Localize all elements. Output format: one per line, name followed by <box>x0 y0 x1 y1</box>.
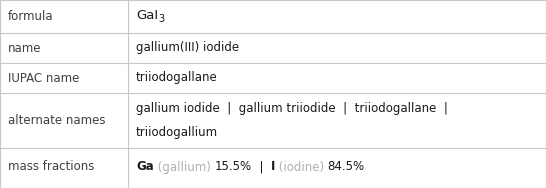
Text: 84.5%: 84.5% <box>328 161 365 174</box>
Text: (iodine): (iodine) <box>275 161 328 174</box>
Text: 15.5%: 15.5% <box>215 161 252 174</box>
Text: alternate names: alternate names <box>8 114 105 127</box>
Text: gallium(III) iodide: gallium(III) iodide <box>136 42 239 55</box>
Text: 3: 3 <box>158 14 164 24</box>
Text: mass fractions: mass fractions <box>8 161 94 174</box>
Text: triiodogallane: triiodogallane <box>136 71 218 84</box>
Text: GaI: GaI <box>136 9 158 22</box>
Text: gallium iodide  |  gallium triiodide  |  triiodogallane  |: gallium iodide | gallium triiodide | tri… <box>136 102 448 115</box>
Text: (gallium): (gallium) <box>154 161 215 174</box>
Text: formula: formula <box>8 10 54 23</box>
Text: I: I <box>270 161 275 174</box>
Text: name: name <box>8 42 41 55</box>
Text: triiodogallium: triiodogallium <box>136 126 218 139</box>
Text: Ga: Ga <box>136 161 154 174</box>
Text: |: | <box>252 161 270 174</box>
Text: IUPAC name: IUPAC name <box>8 71 79 84</box>
